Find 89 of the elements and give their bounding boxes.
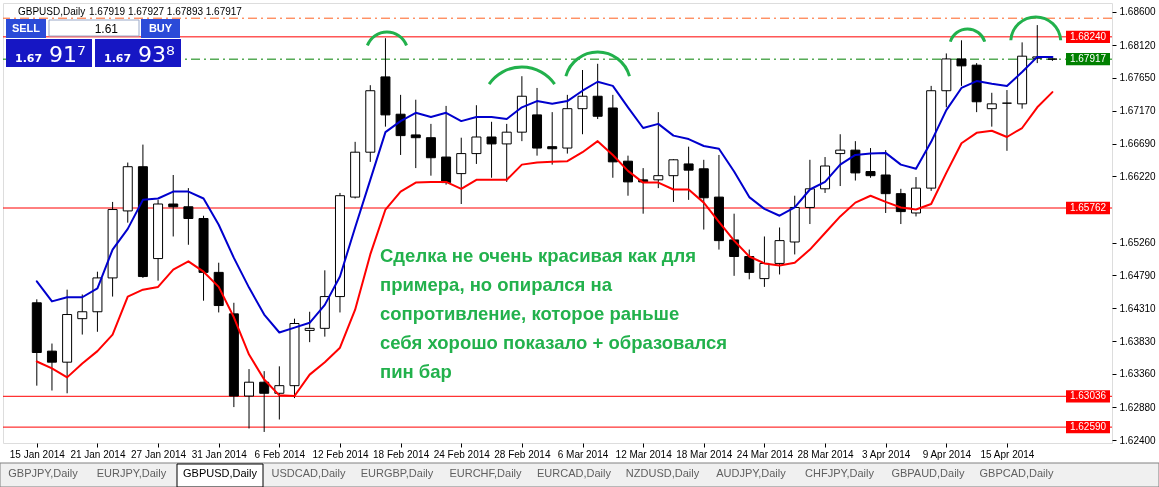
y-tick-label: 1.62880 [1119, 401, 1157, 413]
y-tick-label: 1.64790 [1119, 269, 1157, 281]
y-tick-label: 1.65260 [1119, 237, 1157, 249]
x-tick-label: 18 Feb 2014 [373, 448, 430, 460]
candlestick [183, 187, 194, 246]
y-tick-label: 1.66690 [1119, 138, 1157, 150]
annotation: SELL [11, 21, 41, 34]
ref-line-label: 1.65762 [1069, 202, 1107, 214]
candlestick [274, 365, 285, 421]
chart-title: GBPUSD,Daily [18, 6, 86, 17]
candlestick [729, 213, 740, 277]
ref-line-label: 1.62590 [1069, 421, 1107, 433]
candlestick [986, 92, 997, 128]
text: GBPAUD,Daily [891, 467, 966, 479]
x-tick-label: 6 Feb 2014 [254, 448, 306, 460]
y-tick-label: 1.62400 [1119, 434, 1157, 446]
candlestick [501, 123, 512, 183]
text: GBPJPY,Daily [8, 467, 79, 479]
candlestick [395, 94, 406, 156]
x-tick-label: 12 Mar 2014 [615, 448, 673, 460]
y-tick-label: 1.68600 [1119, 6, 1157, 18]
candlestick [759, 235, 770, 288]
candlestick [547, 111, 558, 166]
candlestick [744, 249, 755, 280]
text: NZDUSD,Daily [625, 467, 700, 479]
x-tick-label: 9 Apr 2014 [922, 448, 972, 460]
x-tick-label: 15 Jan 2014 [9, 448, 66, 460]
candlestick [956, 39, 967, 87]
annotation: 1.67 93⁸ [104, 42, 175, 67]
y-tick-label: 1.63360 [1119, 368, 1157, 380]
candlestick [259, 370, 270, 433]
text: EURJPY,Daily [96, 467, 167, 479]
candlestick [804, 159, 815, 225]
candlestick [774, 226, 785, 275]
candlestick [486, 121, 497, 179]
annotation: BUY [148, 21, 173, 34]
candlestick [653, 111, 664, 189]
text: EURGBP,Daily [360, 467, 434, 479]
candlestick [425, 123, 436, 177]
candlestick [683, 146, 694, 201]
ref-line-label: 1.68240 [1069, 30, 1107, 42]
text: GBPCAD,Daily [979, 467, 1054, 479]
y-tick-label: 1.68120 [1119, 39, 1157, 51]
annotation: Сделка не очень красивая как для примера, но опирался на сопротивление, которое раньше себя хорошо показало + образовался пин бар [380, 245, 728, 382]
candlestick [456, 137, 467, 205]
text: CHFJPY,Daily [805, 467, 875, 479]
chart-subtitle: 1.67919 1.67927 1.67893 1.67917 [89, 6, 243, 17]
candlestick [668, 158, 679, 203]
candlestick [850, 140, 861, 182]
y-tick-label: 1.64310 [1119, 302, 1157, 314]
candlestick [244, 368, 255, 429]
text: GBPUSD,Daily [183, 467, 258, 479]
annotation: 1.67 91⁷ [15, 42, 86, 67]
x-tick-label: 24 Feb 2014 [433, 448, 491, 460]
ref-line-label: 1.67917 [1069, 53, 1107, 65]
x-tick-label: 21 Jan 2014 [70, 448, 126, 460]
x-tick-label: 24 Mar 2014 [736, 448, 794, 460]
candlestick [592, 63, 603, 120]
x-tick-label: 3 Apr 2014 [862, 448, 911, 460]
candlestick [820, 156, 831, 194]
x-tick-label: 18 Mar 2014 [676, 448, 733, 460]
annotation: 1.61 [94, 21, 119, 36]
candlestick [46, 343, 57, 391]
x-tick-label: 28 Mar 2014 [797, 448, 855, 460]
candlestick [895, 188, 906, 225]
x-tick-label: 6 Mar 2014 [557, 448, 609, 460]
candlestick [168, 174, 179, 237]
candlestick [865, 147, 876, 179]
text: USDCAD,Daily [271, 467, 346, 479]
candlestick [410, 99, 421, 169]
x-tick-label: 28 Feb 2014 [494, 448, 551, 460]
candlestick [835, 133, 846, 187]
candlestick [577, 69, 588, 135]
y-tick-label: 1.67650 [1119, 72, 1157, 84]
y-tick-label: 1.66220 [1119, 170, 1157, 182]
candlestick [471, 104, 482, 165]
x-tick-label: 31 Jan 2014 [191, 448, 248, 460]
text: EURCAD,Daily [537, 467, 612, 479]
candlestick [77, 293, 88, 336]
x-tick-label: 12 Feb 2014 [312, 448, 369, 460]
candlestick [304, 311, 315, 343]
x-tick-label: 27 Jan 2014 [131, 448, 187, 460]
text: AUDJPY,Daily [716, 467, 787, 479]
candlestick [880, 149, 891, 214]
x-tick-label: 15 Apr 2014 [980, 448, 1035, 460]
text: EURCHF,Daily [449, 467, 523, 479]
y-tick-label: 1.67170 [1119, 105, 1157, 117]
ref-line-label: 1.63036 [1069, 390, 1107, 402]
y-tick-label: 1.63830 [1119, 335, 1157, 347]
